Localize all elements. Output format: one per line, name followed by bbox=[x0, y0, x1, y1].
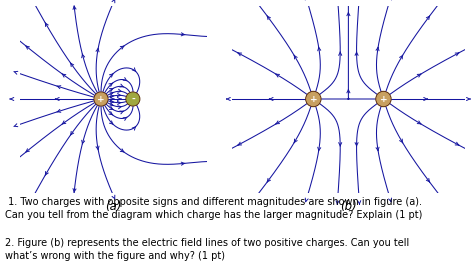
Circle shape bbox=[377, 92, 390, 106]
Circle shape bbox=[376, 92, 391, 106]
Text: 1. Two charges with opposite signs and different magnitudes are shown in figure : 1. Two charges with opposite signs and d… bbox=[5, 197, 422, 220]
Text: +: + bbox=[97, 95, 105, 103]
Circle shape bbox=[94, 92, 108, 106]
Text: (b): (b) bbox=[340, 200, 357, 213]
Circle shape bbox=[95, 93, 107, 105]
Text: +: + bbox=[310, 95, 317, 103]
Text: (a): (a) bbox=[106, 200, 122, 213]
Text: +: + bbox=[380, 95, 387, 103]
Text: -: - bbox=[131, 95, 135, 103]
Text: 2. Figure (b) represents the electric field lines of two positive charges. Can y: 2. Figure (b) represents the electric fi… bbox=[5, 238, 409, 261]
Circle shape bbox=[306, 92, 321, 106]
Circle shape bbox=[126, 92, 140, 106]
Circle shape bbox=[307, 92, 320, 106]
Circle shape bbox=[127, 93, 139, 105]
